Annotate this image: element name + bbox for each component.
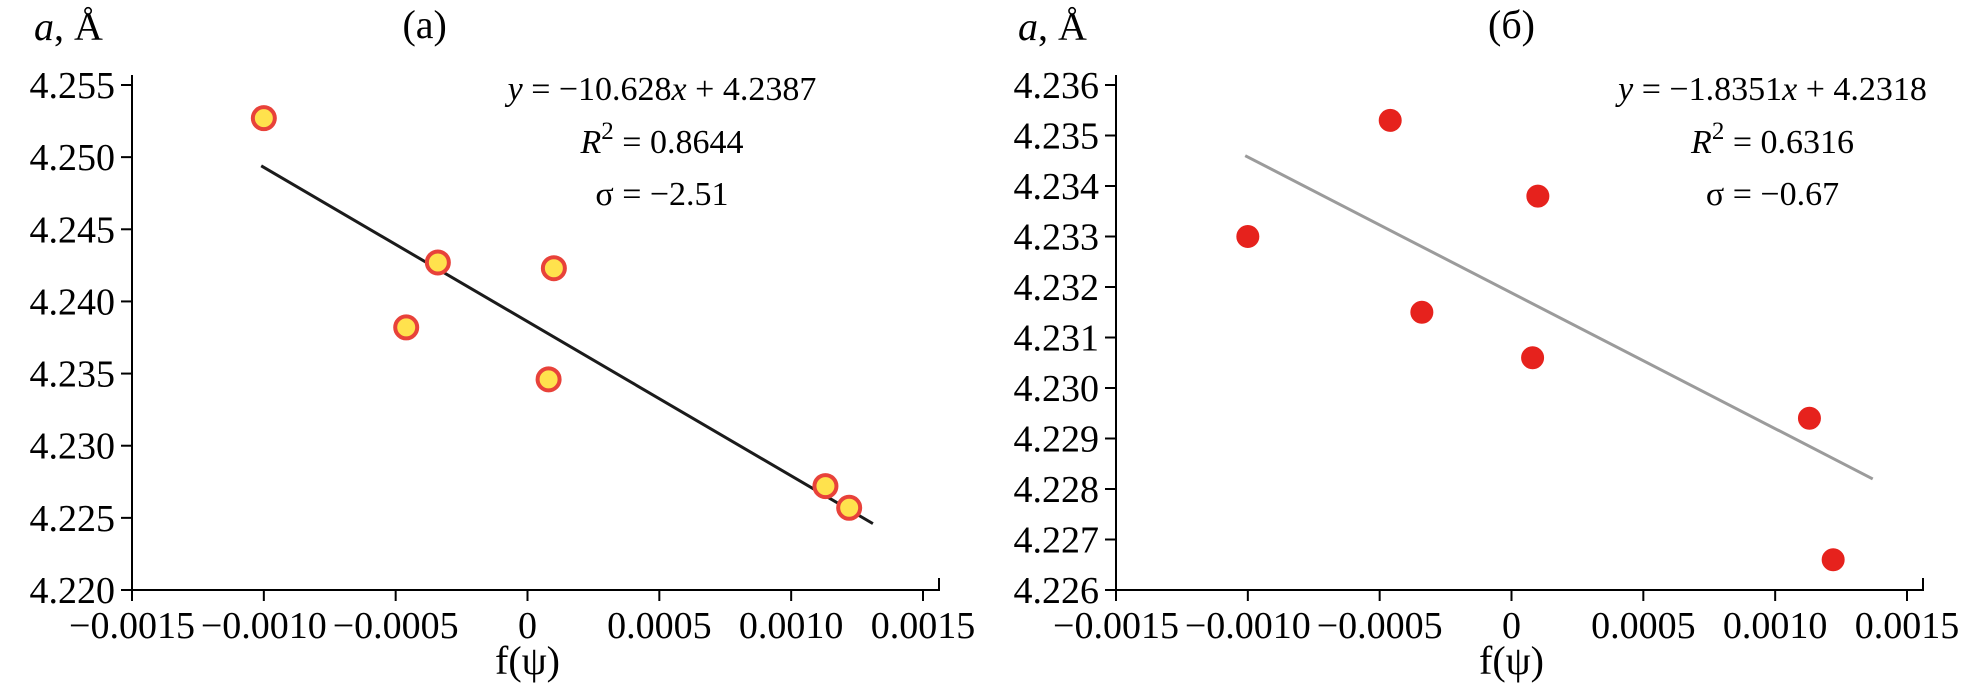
chart-panel-b: −0.0015 −0.0010 −0.0005 0 0.0005 0.0010 0.0015…: [984, 0, 1967, 694]
x-tick-label: 0: [518, 605, 537, 647]
x-tick-label: 0.0015: [1854, 605, 1959, 647]
y-tick-label: 4.228: [1013, 469, 1099, 511]
y-tick-label: 4.236: [1013, 65, 1099, 107]
panel-title: (б): [1488, 2, 1535, 47]
y-tick-label: 4.226: [1013, 570, 1099, 612]
data-point: [836, 494, 863, 521]
x-tick-label: 0.0005: [607, 605, 712, 647]
y-axis-label: a, Å: [34, 4, 103, 49]
trendline: [1244, 154, 1873, 481]
data-point: [535, 366, 562, 393]
x-axis-label: f(ψ): [1479, 638, 1544, 683]
data-point: [1409, 300, 1433, 324]
annotation-r-squared: R2 = 0.8644: [579, 118, 743, 161]
data-point: [1525, 184, 1549, 208]
y-tick-label: 4.233: [1013, 217, 1099, 259]
x-tick-label: 0.0010: [739, 605, 844, 647]
x-tick-label: −0.0010: [201, 605, 327, 647]
annotation-sigma: σ = −0.67: [1705, 176, 1838, 213]
y-tick-label: 4.232: [1013, 267, 1099, 309]
data-point: [812, 473, 839, 500]
annotation-equation: y = −1.8351x + 4.2318: [1615, 71, 1927, 108]
data-point: [1235, 225, 1259, 248]
annotation-sigma: σ = −2.51: [595, 176, 728, 213]
trendline: [260, 164, 874, 525]
y-tick-label: 4.230: [1013, 368, 1099, 410]
panel-title: (a): [402, 2, 446, 47]
data-point: [250, 105, 277, 132]
data-point: [540, 255, 567, 282]
data-point: [424, 249, 451, 276]
annotation-r-squared: R2 = 0.6316: [1690, 118, 1854, 161]
x-tick-label: 0: [1502, 605, 1521, 647]
scatter-plot-b: −0.0015 −0.0010 −0.0005 0 0.0005 0.0010 0.0015…: [1013, 2, 1959, 683]
x-tick-label: 0.0015: [871, 605, 976, 647]
data-point: [1797, 406, 1821, 430]
x-tick-label: −0.0015: [69, 605, 195, 647]
data-point: [1520, 346, 1544, 370]
y-tick-label: 4.227: [1013, 520, 1099, 562]
data-point: [1821, 548, 1845, 572]
y-tick-label: 4.240: [30, 281, 116, 323]
y-axis-label: a, Å: [1018, 4, 1087, 49]
y-tick-label: 4.220: [30, 570, 116, 612]
x-tick-label: 0.0010: [1722, 605, 1827, 647]
annotation-equation: y = −10.628x + 4.2387: [505, 71, 817, 108]
y-tick-label: 4.255: [30, 65, 116, 107]
x-tick-label: −0.0015: [1053, 605, 1179, 647]
y-tick-label: 4.235: [1013, 116, 1099, 158]
x-axis-label: f(ψ): [495, 638, 560, 683]
y-tick-label: 4.250: [30, 137, 116, 179]
data-point: [393, 314, 420, 341]
y-tick-label: 4.245: [30, 209, 116, 251]
y-tick-label: 4.225: [30, 498, 116, 540]
chart-panel-a: −0.0015 −0.0010 −0.0005 0 0.0005 0.0010 0.0015…: [30, 2, 976, 683]
scatter-plot-a: −0.0015 −0.0010 −0.0005 0 0.0005 0.0010 0.0015…: [30, 2, 976, 683]
y-tick-label: 4.231: [1013, 318, 1099, 360]
x-tick-label: 0.0005: [1591, 605, 1696, 647]
x-tick-label: −0.0005: [1316, 605, 1442, 647]
x-tick-label: −0.0010: [1184, 605, 1310, 647]
y-tick-label: 4.234: [1013, 166, 1099, 208]
y-tick-label: 4.229: [1013, 419, 1099, 461]
data-point: [1378, 108, 1402, 132]
x-tick-label: −0.0005: [333, 605, 459, 647]
y-tick-label: 4.235: [30, 354, 116, 396]
y-tick-label: 4.230: [30, 426, 116, 468]
